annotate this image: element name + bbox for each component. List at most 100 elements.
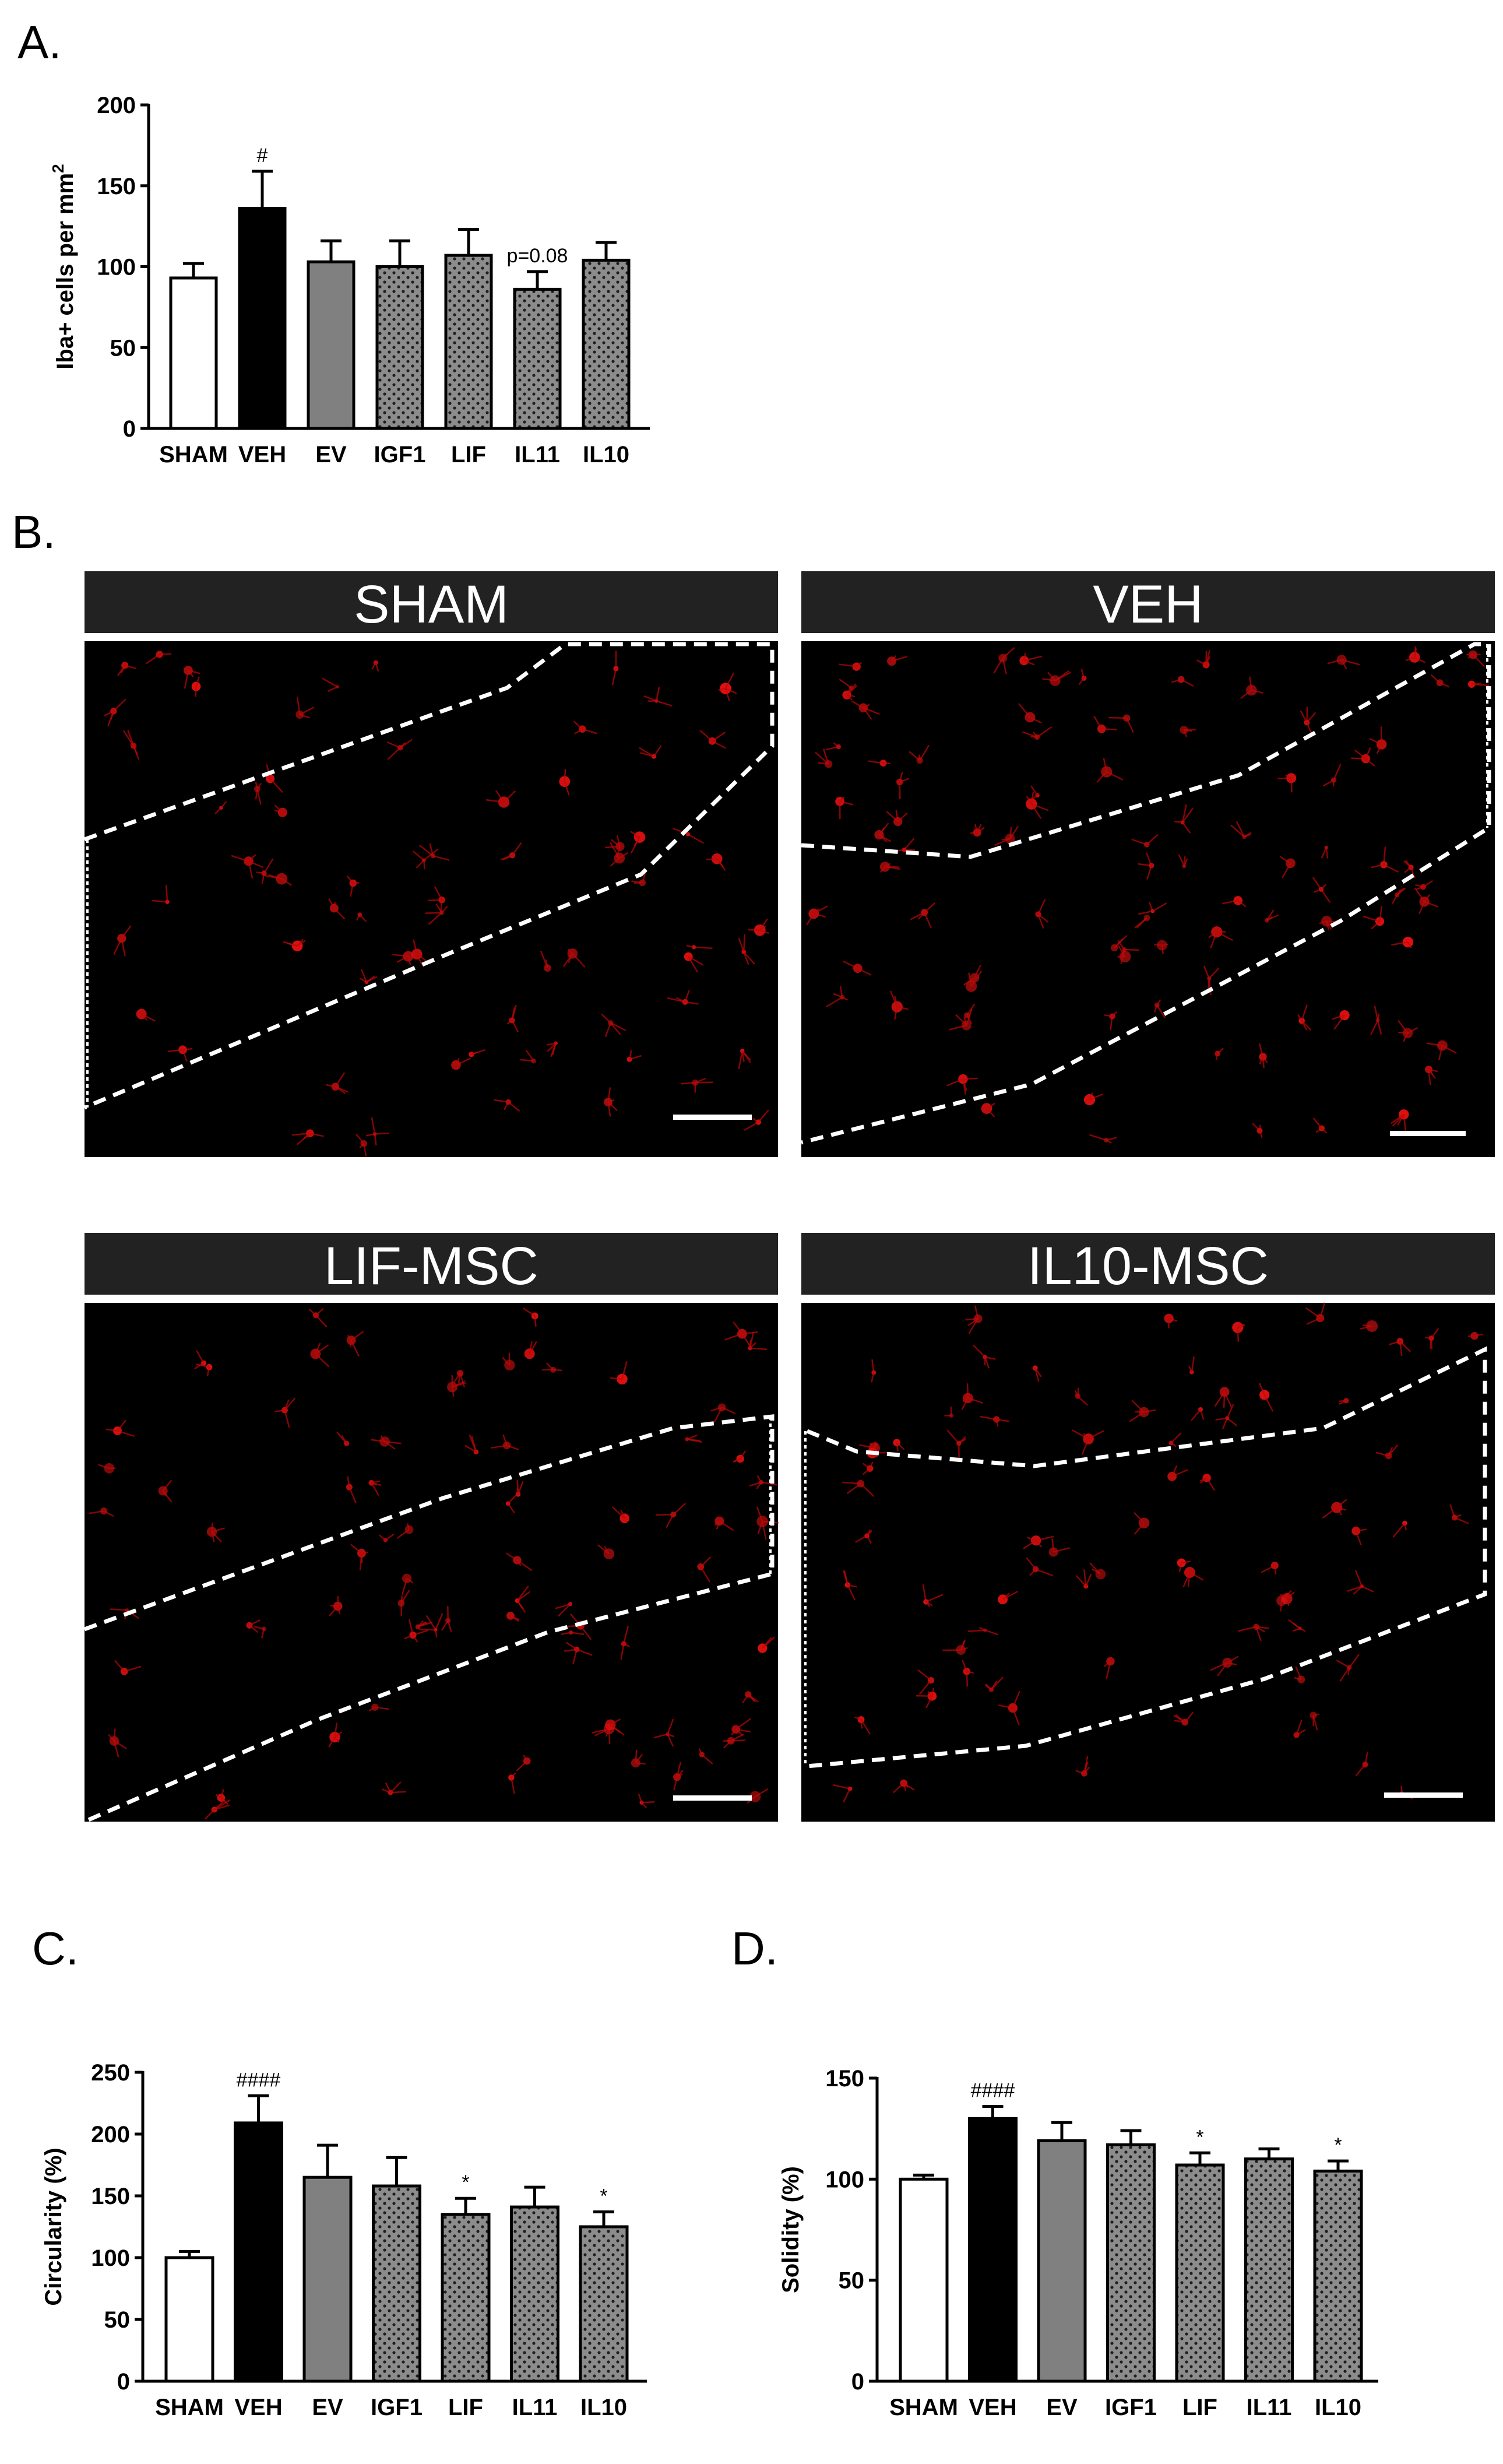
y-tick-label: 0	[123, 416, 136, 442]
cell-process	[390, 1792, 406, 1793]
scale-bar	[673, 1115, 752, 1120]
x-tick-label: IGF1	[371, 2395, 423, 2420]
micrograph-title: IL10-MSC	[1027, 1236, 1269, 1296]
micrograph-title: SHAM	[354, 575, 509, 634]
cell-process	[1260, 1125, 1261, 1131]
y-tick-label: 150	[97, 174, 136, 199]
cell-process	[1291, 778, 1292, 792]
cell-process	[1263, 1057, 1264, 1068]
cell-process	[884, 763, 890, 764]
cell-process	[1154, 944, 1162, 945]
y-tick-label: 50	[839, 2268, 865, 2294]
cell-process	[1351, 758, 1365, 759]
micrograph-veh: VEH	[801, 571, 1495, 1157]
x-tick-label: VEH	[234, 2395, 282, 2420]
cell-body	[684, 952, 693, 961]
significance-label: *	[1196, 2126, 1203, 2148]
y-tick-label: 200	[97, 93, 136, 118]
cell-process	[1174, 821, 1183, 822]
cell-process	[1162, 945, 1163, 954]
x-tick-label: SHAM	[889, 2395, 958, 2420]
bar-il11	[1246, 2159, 1293, 2381]
cell-process	[361, 1552, 368, 1553]
significance-label: *	[462, 2171, 469, 2194]
micrograph-image	[85, 641, 778, 1157]
panel-letter-d: D.	[731, 1922, 778, 1974]
x-tick-label: IL11	[512, 2395, 558, 2420]
panel-letter-b: B.	[12, 506, 56, 558]
significance-label: ####	[237, 2069, 281, 2091]
bar-sham	[900, 2179, 947, 2381]
cell-process	[919, 755, 920, 761]
bar-igf1	[377, 267, 423, 429]
panel-letter-a: A.	[17, 16, 62, 68]
x-tick-label: IL10	[1315, 2395, 1361, 2420]
x-tick-label: IGF1	[374, 442, 426, 468]
x-tick-label: SHAM	[155, 2395, 224, 2420]
cell-process	[428, 900, 442, 901]
cell-process	[114, 1729, 115, 1741]
cell-process	[861, 1720, 862, 1728]
cell-process	[418, 1629, 435, 1630]
cell-process	[535, 1316, 536, 1326]
bar-ev	[1039, 2140, 1085, 2381]
y-tick-label: 200	[91, 2122, 130, 2147]
y-tick-label: 0	[851, 2369, 864, 2395]
x-tick-label: VEH	[238, 442, 286, 468]
bar-lif	[446, 255, 491, 428]
scale-bar	[1390, 1131, 1466, 1136]
y-axis-title: Iba+ cells per mm2	[49, 164, 78, 369]
y-tick-label: 150	[91, 2184, 130, 2209]
scale-bar	[673, 1795, 752, 1801]
y-tick-label: 100	[97, 255, 136, 280]
cell-process	[633, 837, 639, 838]
x-tick-label: SHAM	[159, 442, 228, 468]
y-tick-label: 0	[117, 2369, 130, 2395]
x-tick-label: IGF1	[1105, 2395, 1157, 2420]
cell-process	[963, 1078, 977, 1079]
cell-process	[256, 872, 265, 873]
y-tick-label: 150	[825, 2066, 864, 2092]
cell-process	[375, 1133, 389, 1134]
cell-process	[110, 1609, 127, 1611]
micrograph-sham: SHAM	[85, 571, 778, 1157]
x-tick-label: IL11	[1247, 2395, 1292, 2420]
cell-process	[401, 1595, 402, 1603]
y-tick-label: 100	[825, 2167, 864, 2192]
bar-il11	[512, 2207, 558, 2381]
bar-igf1	[1108, 2145, 1154, 2381]
x-tick-label: EV	[312, 2395, 343, 2420]
cell-process	[967, 1383, 968, 1398]
cell-process	[1162, 944, 1168, 945]
cell-process	[441, 900, 442, 912]
micrograph-title: VEH	[1093, 575, 1203, 634]
x-tick-label: LIF	[448, 2395, 483, 2420]
bar-il10	[583, 260, 629, 428]
panel-letter-c: C.	[32, 1922, 79, 1974]
bar-veh	[240, 209, 285, 428]
y-axis-title: Solidity (%)	[778, 2166, 804, 2293]
y-tick-label: 50	[104, 2307, 131, 2333]
bar-il11	[515, 289, 560, 428]
cell-process	[330, 1605, 337, 1606]
micrograph-title: LIF-MSC	[324, 1236, 538, 1296]
x-tick-label: LIF	[1182, 2395, 1217, 2420]
cell-process	[1281, 1601, 1282, 1611]
x-tick-label: IL10	[580, 2395, 627, 2420]
micrograph-image	[801, 641, 1495, 1157]
cell-process	[609, 1729, 610, 1744]
cell-process	[350, 1340, 351, 1347]
cell-process	[874, 1442, 875, 1448]
significance-label: p=0.08	[507, 245, 568, 267]
significance-label: ####	[971, 2080, 1015, 2102]
cell-body	[1337, 655, 1347, 665]
bar-veh	[970, 2118, 1016, 2381]
bar-sham	[166, 2258, 213, 2381]
y-tick-label: 50	[110, 335, 136, 361]
cell-process	[212, 1523, 213, 1531]
significance-label: *	[600, 2185, 607, 2208]
cell-process	[361, 1553, 362, 1563]
